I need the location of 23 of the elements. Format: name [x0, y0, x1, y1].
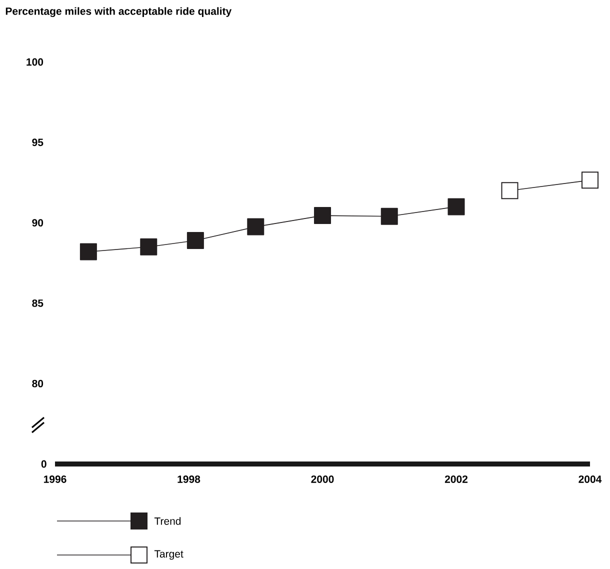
point [140, 238, 158, 256]
legend-label: Target [154, 550, 184, 560]
y-tick-label: 95 [32, 138, 44, 146]
legend-label: Trend [154, 517, 181, 525]
x-tick-label: 2000 [311, 476, 334, 483]
y-tick-label: 100 [26, 58, 44, 66]
point [582, 172, 598, 189]
chart-title: Percentage miles with acceptable ride quality [6, 7, 232, 18]
text: 0 [41, 460, 46, 468]
x-tick-label: 2002 [444, 476, 468, 483]
point [501, 182, 518, 200]
y-tick-label: 85 [32, 299, 44, 307]
x-tick-label: 2004 [578, 476, 602, 483]
y-tick-label: 90 [32, 219, 44, 227]
point [186, 232, 204, 249]
point [314, 207, 332, 224]
y-tick-label: 80 [32, 380, 44, 388]
point [448, 198, 465, 216]
point [247, 218, 264, 236]
x-tick-label: 1998 [178, 476, 200, 483]
x-tick-label: 1996 [44, 476, 66, 483]
point [80, 243, 97, 260]
point [380, 208, 398, 225]
